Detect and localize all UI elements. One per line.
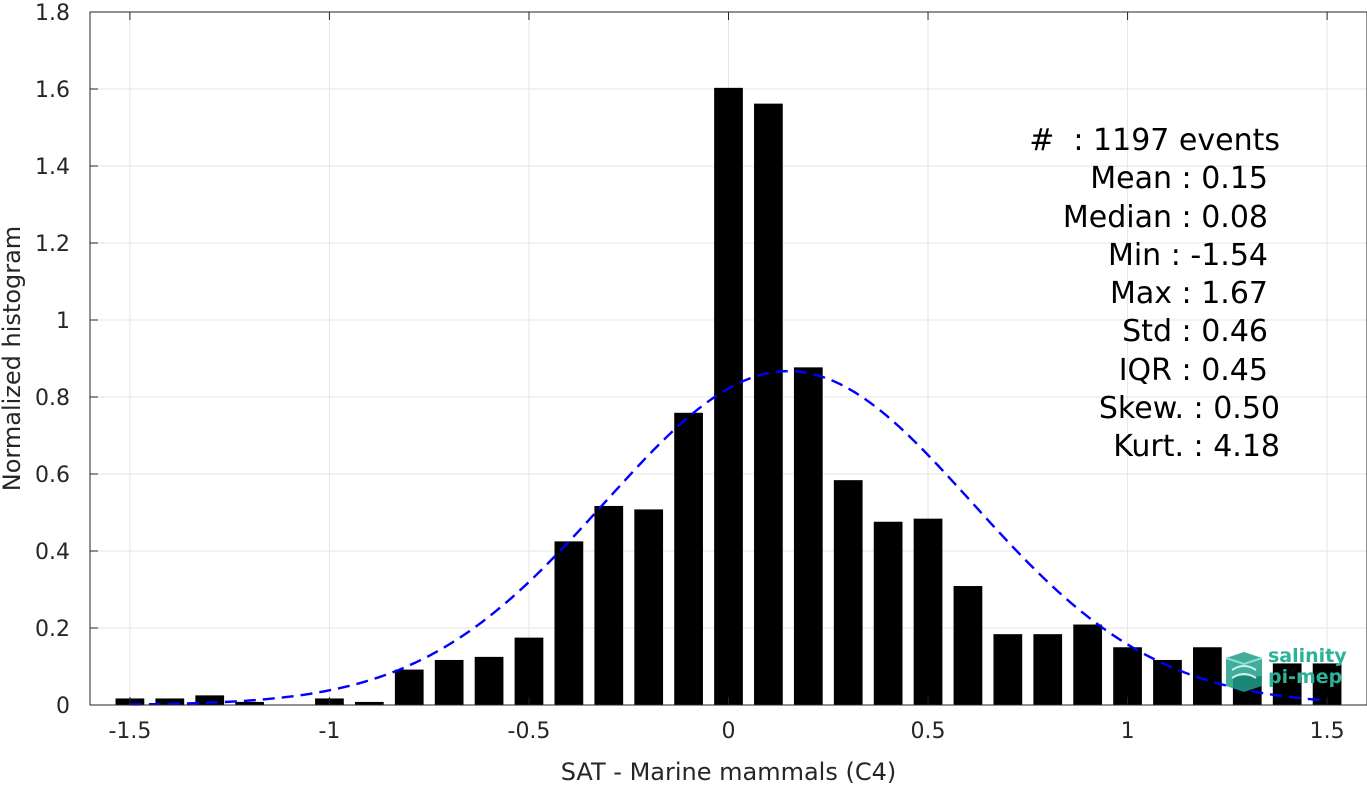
histogram-bar <box>993 634 1023 705</box>
logo-mark-icon <box>1225 652 1263 692</box>
histogram-bar <box>913 518 943 705</box>
x-tick-label: 1.5 <box>1310 719 1345 744</box>
histogram-bar <box>953 586 983 705</box>
stat-std: Std : 0.46 <box>1122 314 1268 350</box>
histogram-bar <box>195 695 225 705</box>
histogram-bar <box>394 669 424 705</box>
histogram-bar <box>1033 634 1063 705</box>
x-axis-title: SAT - Marine mammals (C4) <box>561 758 896 785</box>
y-tick-label: 1.2 <box>35 232 70 257</box>
logo-line-1: salinity <box>1268 645 1347 667</box>
histogram-bar <box>554 541 584 705</box>
y-axis-ticks: 0 0.2 0.4 0.6 0.8 1 1.2 1.4 1.6 1.8 <box>35 1 98 719</box>
stat-median: Median : 0.08 <box>1062 199 1268 235</box>
y-tick-label: 1.6 <box>35 78 70 103</box>
stat-min: Min : -1.54 <box>1107 237 1268 273</box>
x-axis-ticks: -1.5 -1 -0.5 0 0.5 1 1.5 <box>108 12 1345 744</box>
histogram-bar <box>1073 624 1103 705</box>
normal-fit-curve <box>129 369 1328 706</box>
histogram-bar <box>714 87 743 706</box>
stat-count: # : 1197 events <box>1029 123 1280 158</box>
x-tick-label: 0.5 <box>911 719 946 744</box>
histogram-bar <box>354 701 384 705</box>
histogram-bar <box>833 480 863 705</box>
stat-kurt: Kurt. : 4.18 <box>1113 429 1280 465</box>
x-tick-label: 1 <box>1121 719 1135 744</box>
histogram-bar <box>434 659 464 705</box>
y-tick-label: 1 <box>56 309 70 334</box>
salinity-pimep-logo: salinity pi-mep <box>1222 646 1347 692</box>
histogram-bar <box>474 656 504 705</box>
stat-max: Max : 1.67 <box>1110 276 1268 312</box>
histogram-bars <box>115 87 1342 706</box>
y-tick-label: 0.4 <box>35 540 70 565</box>
stat-iqr: IQR : 0.45 <box>1118 352 1268 388</box>
histogram-bar <box>594 505 624 705</box>
histogram-bar <box>674 412 703 705</box>
y-tick-label: 1.4 <box>35 155 70 180</box>
x-tick-label: -0.5 <box>508 719 551 744</box>
histogram-bar <box>873 521 903 705</box>
logo-text: salinity pi-mep <box>1268 646 1347 688</box>
x-tick-label: -1 <box>318 719 340 744</box>
histogram-bar <box>155 698 185 705</box>
stat-mean: Mean : 0.15 <box>1090 161 1268 197</box>
y-tick-label: 0.8 <box>35 386 70 411</box>
y-tick-label: 1.8 <box>35 1 70 26</box>
y-axis-title: Normalized histogram <box>0 226 26 491</box>
histogram-bar <box>514 637 544 705</box>
logo-line-2: pi-mep <box>1268 666 1343 688</box>
stat-skew: Skew. : 0.50 <box>1098 391 1280 427</box>
y-tick-label: 0.6 <box>35 463 70 488</box>
y-tick-label: 0 <box>56 694 70 719</box>
histogram-bar <box>754 103 783 705</box>
x-tick-label: 0 <box>722 719 736 744</box>
histogram-bar <box>793 367 823 705</box>
histogram-bar <box>1113 647 1142 705</box>
x-tick-label: -1.5 <box>108 719 151 744</box>
y-tick-label: 0.2 <box>35 617 70 642</box>
histogram-bar <box>1153 659 1182 705</box>
histogram-bar <box>634 509 664 705</box>
statistics-box: # : 1197 events Mean : 0.15 Median : 0.0… <box>960 122 1280 467</box>
histogram-bar <box>235 701 264 705</box>
